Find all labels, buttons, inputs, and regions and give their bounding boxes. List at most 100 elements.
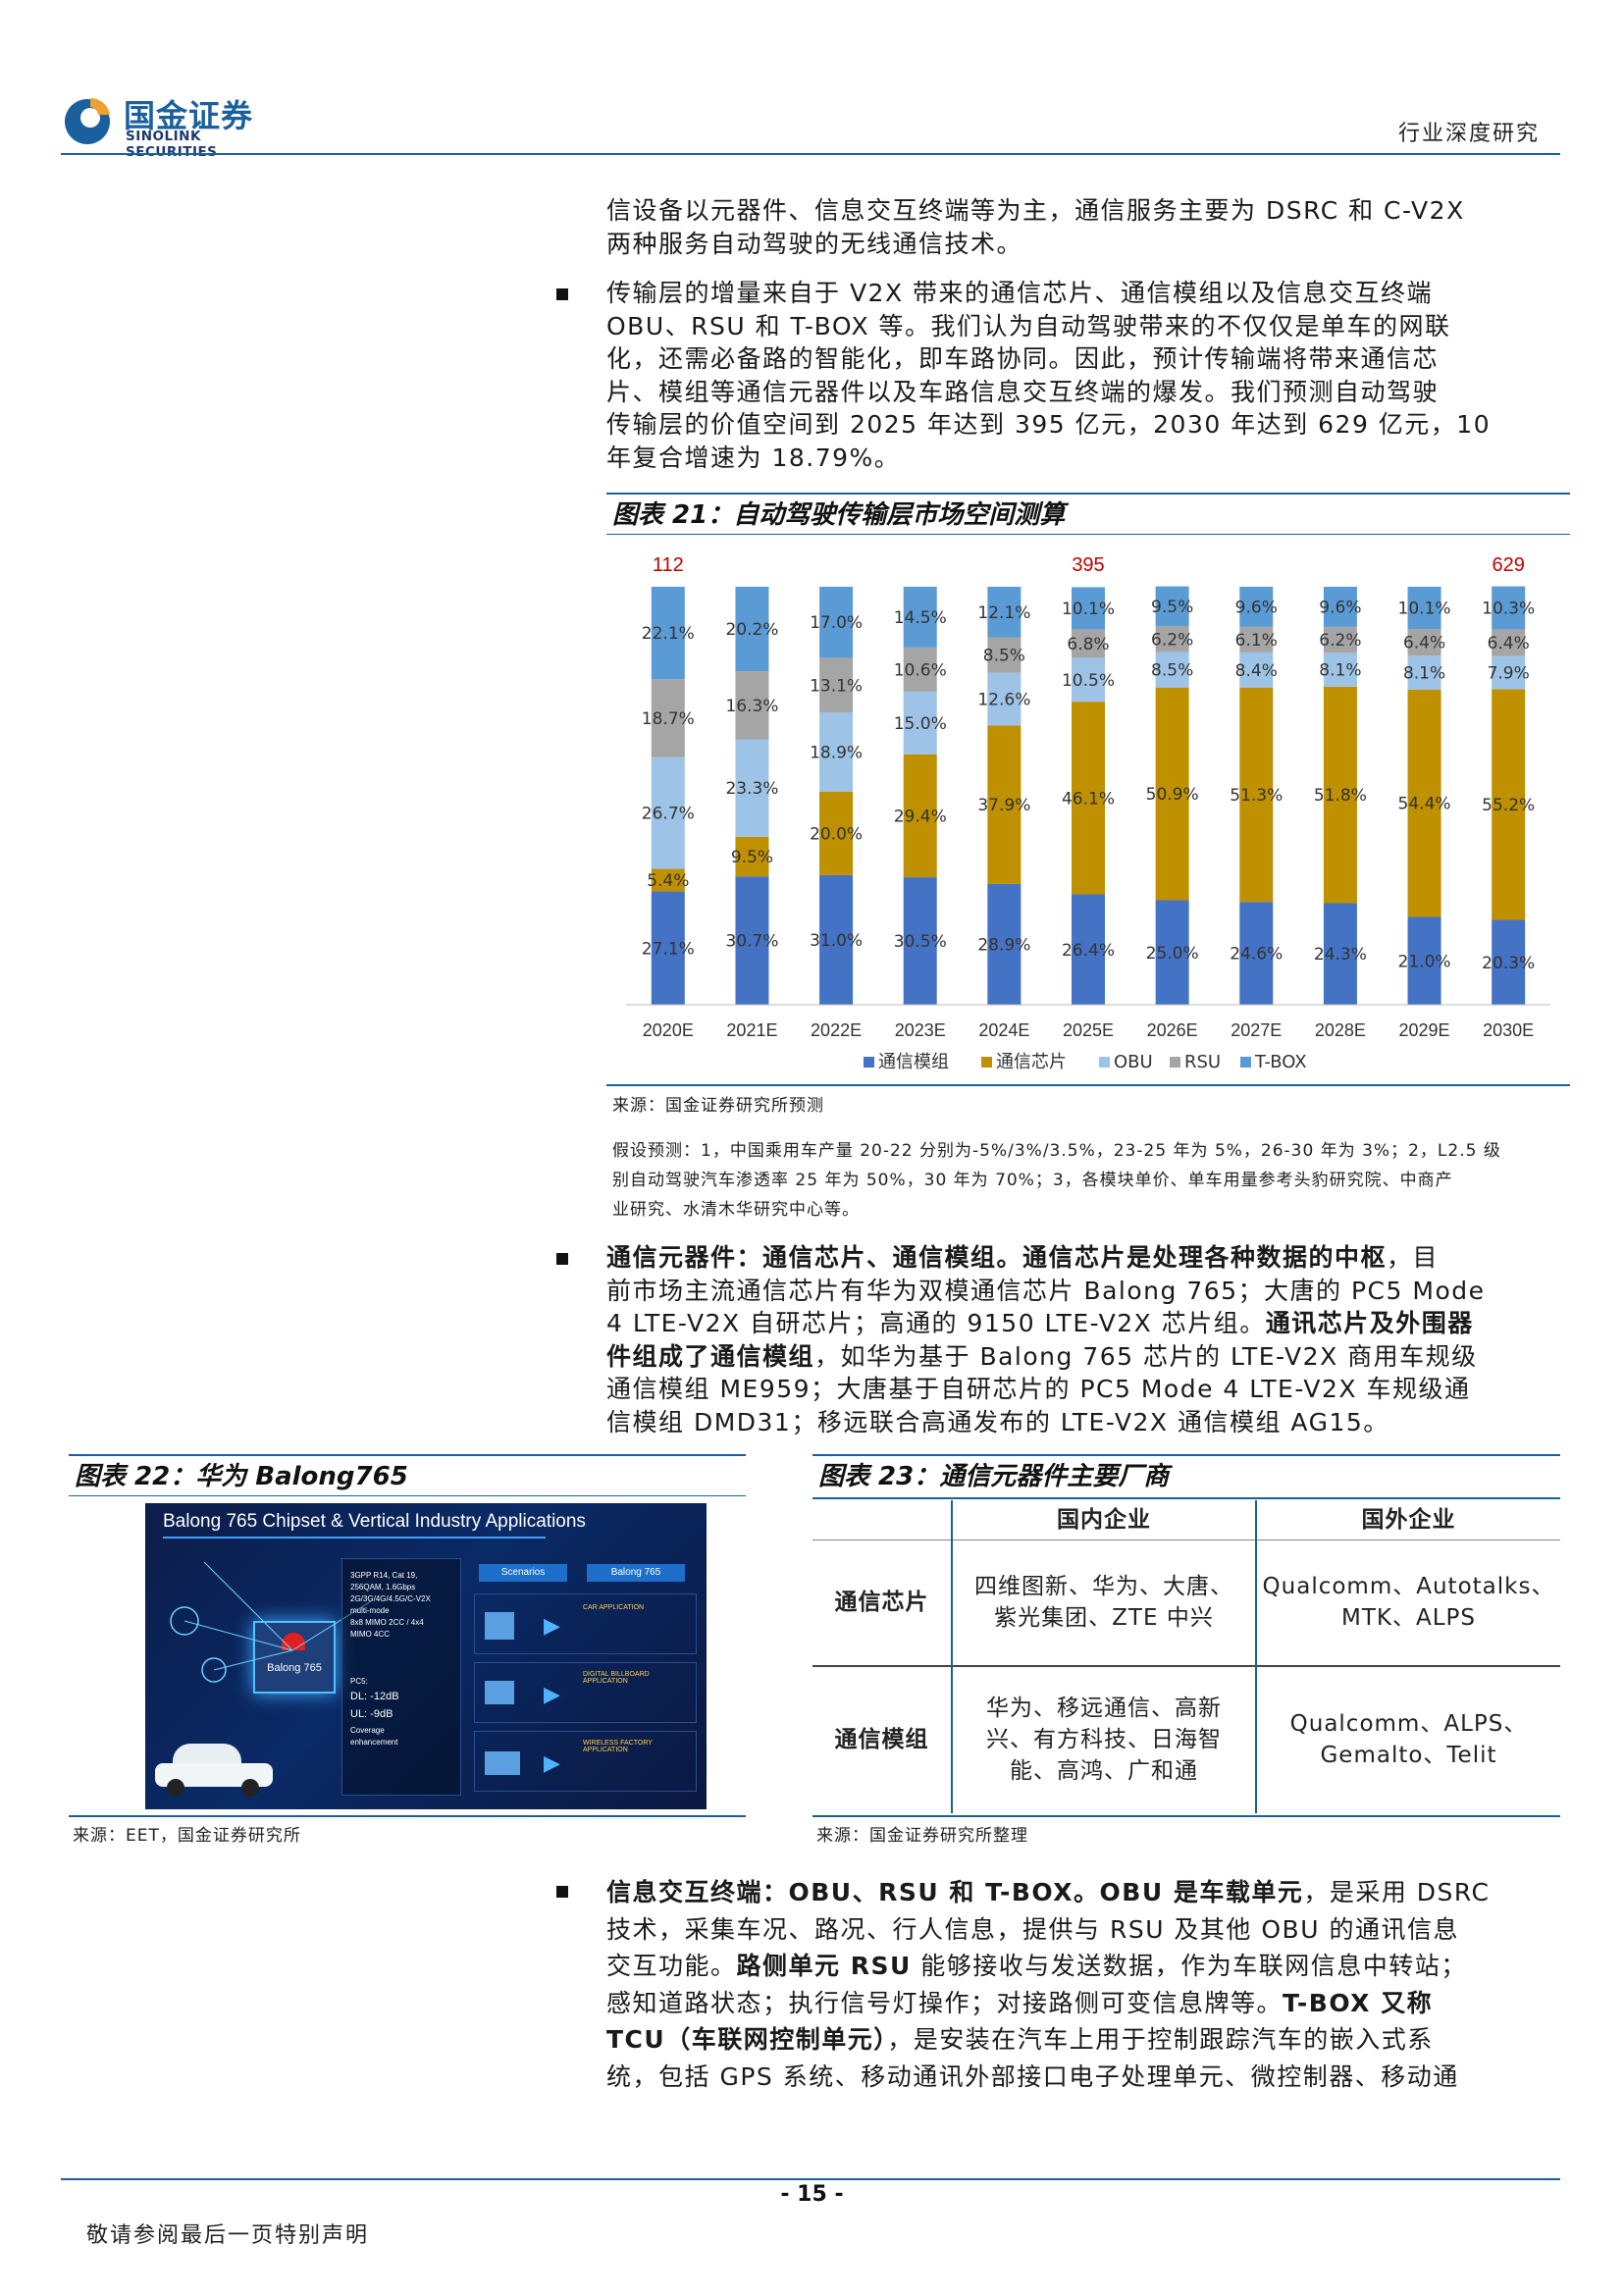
data-label: 30.5% bbox=[894, 932, 947, 952]
bar-segment bbox=[1239, 687, 1274, 903]
domestic-cell: 四维图新、华为、大唐、 紫光集团、ZTE 中兴 bbox=[951, 1539, 1256, 1666]
data-label: 26.7% bbox=[642, 805, 695, 824]
legend-label: RSU bbox=[1184, 1052, 1221, 1072]
text-line: 信息交互终端：OBU、RSU 和 T-BOX。OBU 是车载单元，是采用 DSR… bbox=[606, 1874, 1563, 1911]
bar-segment bbox=[1492, 655, 1526, 690]
legend-swatch bbox=[1240, 1057, 1251, 1068]
fig23-source: 来源：国金证券研究所整理 bbox=[816, 1826, 1028, 1846]
data-label: 22.1% bbox=[642, 624, 695, 644]
spec-line: multi-mode bbox=[350, 1606, 390, 1615]
fig22-title-rule bbox=[69, 1495, 746, 1496]
arrow-icon: ▶ bbox=[544, 1614, 560, 1639]
perf-line: DL: -12dB bbox=[350, 1691, 399, 1702]
data-label: 16.3% bbox=[725, 697, 778, 716]
fig23-top-rule bbox=[812, 1454, 1560, 1456]
data-label: 8.1% bbox=[1403, 664, 1445, 684]
spec-line: 3GPP R14, Cat 19, bbox=[350, 1571, 418, 1580]
x-tick-label: 2026E bbox=[1147, 1020, 1198, 1040]
text-line: 通信模组 ME959；大唐基于自研芯片的 PC5 Mode 4 LTE-V2X … bbox=[606, 1373, 1563, 1406]
network-lines-icon bbox=[170, 1561, 372, 1683]
data-label: 10.1% bbox=[1398, 600, 1451, 619]
bar-segment bbox=[819, 791, 854, 875]
bullet-marker bbox=[556, 1886, 568, 1898]
spec-line: 8x8 MIMO 2CC / 4x4 bbox=[350, 1618, 424, 1627]
logo: 国金证券 SINOLINK SECURITIES bbox=[61, 93, 296, 160]
data-label: 54.4% bbox=[1398, 795, 1451, 814]
text-run: 统，包括 GPS 系统、移动通讯外部接口电子处理单元、微控制器、移动通 bbox=[606, 2061, 1459, 2091]
data-label: 8.4% bbox=[1235, 661, 1278, 681]
data-label: 9.5% bbox=[1151, 598, 1193, 617]
bar-segment bbox=[651, 587, 685, 680]
bar-segment bbox=[1072, 894, 1105, 1005]
text-line: 交互功能。路侧单元 RSU 能够接收与发送数据，作为车联网信息中转站； bbox=[606, 1948, 1563, 1985]
data-label: 51.3% bbox=[1230, 786, 1283, 806]
data-label: 9.6% bbox=[1319, 598, 1361, 617]
data-label: 46.1% bbox=[1062, 789, 1115, 809]
bar-segment bbox=[735, 587, 769, 672]
text-run: 前市场主流通信芯片有华为双模通信芯片 Balong 765；大唐的 PC5 Mo… bbox=[606, 1276, 1486, 1305]
bullet-paragraph-components: 通信元器件：通信芯片、通信模组。通信芯片是处理各种数据的中枢，目 前市场主流通信芯… bbox=[606, 1241, 1563, 1439]
header-rule bbox=[61, 153, 1560, 155]
cell-line: MTK、ALPS bbox=[1341, 1605, 1476, 1632]
cell-line: 兴、有方科技、日海智 bbox=[986, 1727, 1222, 1752]
bold-run: 信息交互终端：OBU、RSU 和 T-BOX。OBU 是车载单元 bbox=[606, 1878, 1304, 1906]
fig22-title: 图表 22：华为 Balong765 bbox=[75, 1462, 408, 1491]
bar-segment bbox=[819, 657, 854, 713]
app-row-car: ▶ CAR APPLICATION bbox=[474, 1593, 697, 1654]
bar-segment bbox=[903, 691, 937, 755]
total-label: 395 bbox=[1072, 554, 1104, 576]
balong-tab: Balong 765 bbox=[587, 1564, 685, 1582]
data-label: 14.5% bbox=[894, 608, 947, 628]
data-label: 31.0% bbox=[810, 931, 863, 951]
data-label: 8.5% bbox=[1151, 661, 1193, 681]
text-line: 化，还需必备路的智能化，即车路协同。因此，预计传输端将带来通信芯 bbox=[606, 344, 1440, 374]
bar-segment bbox=[1155, 652, 1189, 688]
perf-line: enhancement bbox=[350, 1738, 398, 1747]
data-label: 8.5% bbox=[983, 647, 1025, 666]
header-title: 行业深度研究 bbox=[1398, 122, 1541, 146]
logo-mark-icon bbox=[65, 97, 110, 144]
bullet-marker bbox=[556, 288, 568, 300]
fig22-source: 来源：EET，国金证券研究所 bbox=[73, 1826, 301, 1846]
bar-segment bbox=[903, 587, 937, 648]
perf-line: UL: -9dB bbox=[350, 1708, 393, 1720]
data-label: 7.9% bbox=[1488, 664, 1530, 684]
table-row: 通信模组 华为、移远通信、高新 兴、有方科技、日海智 能、高鸿、广和通 Qual… bbox=[812, 1665, 1560, 1813]
data-label: 28.9% bbox=[977, 935, 1030, 955]
bar-segment bbox=[651, 868, 685, 892]
x-tick-label: 2024E bbox=[978, 1020, 1029, 1040]
spec-box: 3GPP R14, Cat 19, 256QAM, 1.6Gbps 2G/3G/… bbox=[341, 1558, 461, 1796]
bar-segment bbox=[987, 883, 1022, 1005]
text-line: 信设备以元器件、信息交互终端等为主，通信服务主要为 DSRC 和 C-V2X bbox=[606, 196, 1465, 225]
data-label: 18.9% bbox=[810, 743, 863, 762]
bar-segment bbox=[1072, 587, 1105, 630]
bar-segment bbox=[987, 725, 1022, 884]
bullet-paragraph-transport: 传输层的增量来自于 V2X 带来的通信芯片、通信模组以及信息交互终端 OBU、R… bbox=[606, 277, 1558, 475]
intro-paragraph: 信设备以元器件、信息交互终端等为主，通信服务主要为 DSRC 和 C-V2X 两… bbox=[606, 194, 1558, 260]
row-label: 通信模组 bbox=[834, 1727, 929, 1752]
data-label: 6.4% bbox=[1403, 634, 1445, 653]
app-row-billboard: ▶ DIGITAL BILLBOARD APPLICATION bbox=[474, 1662, 697, 1723]
bar-segment bbox=[651, 891, 685, 1005]
text-run: ，是采用 DSRC bbox=[1303, 1878, 1491, 1906]
bar-segment bbox=[735, 836, 769, 877]
text-line: 传输层的增量来自于 V2X 带来的通信芯片、通信模组以及信息交互终端 bbox=[606, 279, 1434, 307]
bold-run: 通讯芯片及外围器 bbox=[1265, 1309, 1474, 1338]
data-label: 37.9% bbox=[977, 796, 1030, 815]
stacked-bar-chart: 27.1% 5.4% 26.7% 18.7% 22.1% 2020E 30.7% 9.5% 23… bbox=[626, 554, 1550, 1072]
app-label: DIGITAL BILLBOARD APPLICATION bbox=[583, 1671, 650, 1685]
data-label: 29.4% bbox=[894, 807, 947, 826]
bar-segment bbox=[987, 587, 1022, 638]
text-run: 技术，采集车况、路况、行人信息，提供与 RSU 及其他 OBU 的通讯信息 bbox=[606, 1914, 1459, 1944]
bar-segment bbox=[1072, 629, 1105, 658]
bar-segment bbox=[1492, 586, 1526, 630]
legend-label: 通信模组 bbox=[878, 1052, 949, 1072]
spec-line: MIMO 4CC bbox=[350, 1630, 390, 1639]
table-header-cell: 国外企业 bbox=[1255, 1500, 1560, 1540]
text-line: 传输层的价值空间到 2025 年达到 395 亿元，2030 年达到 629 亿… bbox=[606, 410, 1492, 440]
bar-segment bbox=[1407, 689, 1441, 917]
data-label: 55.2% bbox=[1482, 796, 1535, 815]
spec-line: 2G/3G/4G/4.5G/C-V2X bbox=[350, 1594, 431, 1603]
data-label: 20.2% bbox=[725, 620, 778, 640]
image-heading-underline bbox=[163, 1537, 546, 1539]
